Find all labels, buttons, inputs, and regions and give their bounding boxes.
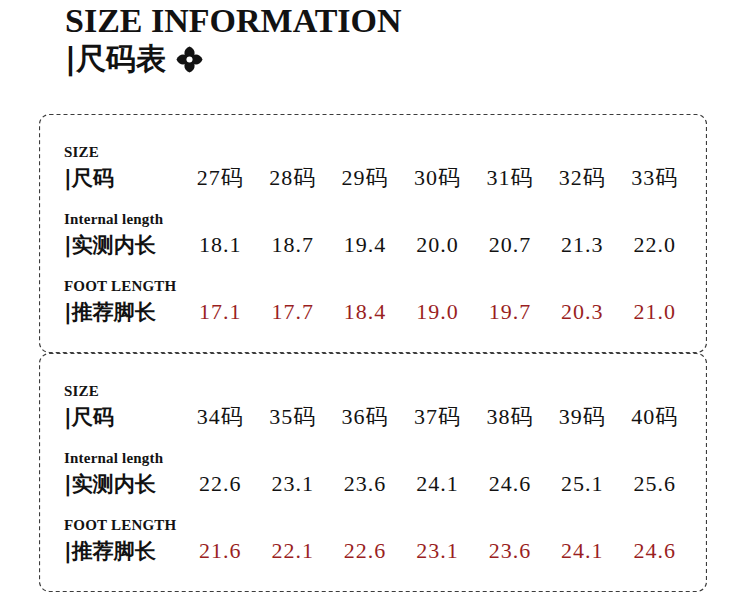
size-value: 40码 [619,403,691,431]
internal-length-value: 20.7 [474,231,546,259]
internal-length-value: 18.1 [184,231,256,259]
internal-length-value: 23.6 [329,470,401,498]
foot-length-value: 21.6 [184,537,256,565]
foot-length-value: 22.6 [329,537,401,565]
size-table-2: SIZE |尺码 34码 35码 36码 37码 38码 39码 40码 Int… [39,353,707,592]
header: SIZE INFORMATION |尺码表 [65,2,402,76]
foot-length-value: 19.0 [401,298,473,326]
internal-length-value: 21.3 [546,231,618,259]
internal-length-row-group: Internal length |实测内长 22.6 23.1 23.6 24.… [64,450,691,498]
internal-length-value: 20.0 [401,231,473,259]
foot-length-value: 23.1 [401,537,473,565]
size-value: 33码 [619,164,691,192]
row-label-en: Internal length [64,450,691,467]
size-value: 28码 [256,164,328,192]
foot-length-value: 24.1 [546,537,618,565]
table-row: |尺码 34码 35码 36码 37码 38码 39码 40码 [64,403,691,431]
row-label-zh: |推荐脚长 [64,298,184,326]
foot-length-row-group: FOOT LENGTH |推荐脚长 17.1 17.7 18.4 19.0 19… [64,278,691,326]
table-row: |尺码 27码 28码 29码 30码 31码 32码 33码 [64,164,691,192]
internal-length-value: 22.0 [619,231,691,259]
internal-length-value: 24.6 [474,470,546,498]
size-value: 39码 [546,403,618,431]
row-label-en: Internal length [64,211,691,228]
foot-length-value: 19.7 [474,298,546,326]
foot-length-row-group: FOOT LENGTH |推荐脚长 21.6 22.1 22.6 23.1 23… [64,517,691,565]
foot-length-value: 17.7 [256,298,328,326]
row-label-en: SIZE [64,144,691,161]
foot-length-value: 20.3 [546,298,618,326]
internal-length-value: 19.4 [329,231,401,259]
size-value: 30码 [401,164,473,192]
size-row-group: SIZE |尺码 34码 35码 36码 37码 38码 39码 40码 [64,383,691,431]
internal-length-row-group: Internal length |实测内长 18.1 18.7 19.4 20.… [64,211,691,259]
row-label-zh: |实测内长 [64,470,184,498]
foot-length-value: 18.4 [329,298,401,326]
row-label-zh: |推荐脚长 [64,537,184,565]
internal-length-value: 25.1 [546,470,618,498]
size-value: 37码 [401,403,473,431]
row-label-en: SIZE [64,383,691,400]
table-row: |推荐脚长 17.1 17.7 18.4 19.0 19.7 20.3 21.0 [64,298,691,326]
size-value: 34码 [184,403,256,431]
four-petal-clover-icon [176,46,203,73]
internal-length-value: 18.7 [256,231,328,259]
size-value: 29码 [329,164,401,192]
size-value: 35码 [256,403,328,431]
internal-length-value: 23.1 [256,470,328,498]
row-label-zh: |尺码 [64,403,184,431]
foot-length-value: 24.6 [619,537,691,565]
row-label-en: FOOT LENGTH [64,517,691,534]
foot-length-value: 23.6 [474,537,546,565]
size-value: 38码 [474,403,546,431]
row-label-zh: |尺码 [64,164,184,192]
internal-length-value: 22.6 [184,470,256,498]
size-value: 36码 [329,403,401,431]
foot-length-value: 22.1 [256,537,328,565]
size-value: 27码 [184,164,256,192]
internal-length-value: 25.6 [619,470,691,498]
foot-length-value: 21.0 [619,298,691,326]
size-value: 32码 [546,164,618,192]
page-title: SIZE INFORMATION [65,2,402,40]
row-label-zh: |实测内长 [64,231,184,259]
size-row-group: SIZE |尺码 27码 28码 29码 30码 31码 32码 33码 [64,144,691,192]
size-value: 31码 [474,164,546,192]
foot-length-value: 17.1 [184,298,256,326]
row-label-en: FOOT LENGTH [64,278,691,295]
internal-length-value: 24.1 [401,470,473,498]
size-table-1: SIZE |尺码 27码 28码 29码 30码 31码 32码 33码 Int… [39,114,707,353]
subtitle: |尺码表 [65,42,166,76]
table-row: |推荐脚长 21.6 22.1 22.6 23.1 23.6 24.1 24.6 [64,537,691,565]
subtitle-row: |尺码表 [65,42,402,76]
table-row: |实测内长 22.6 23.1 23.6 24.1 24.6 25.1 25.6 [64,470,691,498]
table-row: |实测内长 18.1 18.7 19.4 20.0 20.7 21.3 22.0 [64,231,691,259]
